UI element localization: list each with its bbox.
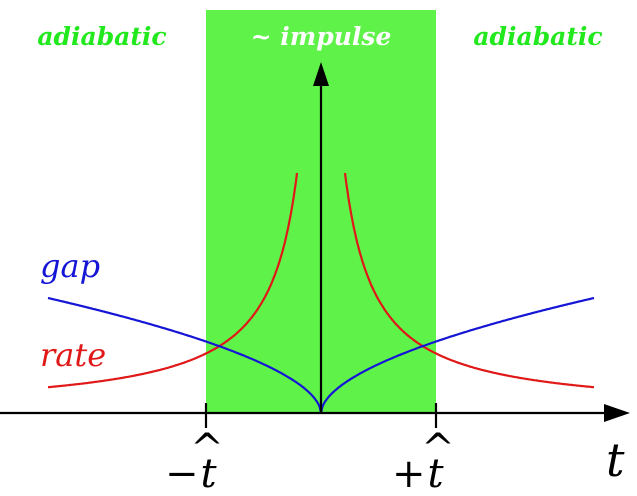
gap-curve-left bbox=[47, 296, 323, 414]
vertical-axis-arrowhead bbox=[313, 62, 329, 86]
impulse-label: ~ impulse bbox=[251, 22, 392, 51]
tick-accent-minus: ^ bbox=[190, 426, 224, 472]
gap-curve-right bbox=[319, 296, 595, 414]
rate-curve-right bbox=[343, 172, 595, 389]
rate-label: rate bbox=[40, 336, 106, 374]
tick-label-plus: +t bbox=[392, 451, 445, 496]
time-axis-label: t bbox=[606, 433, 625, 487]
tick-accent-plus: ^ bbox=[421, 426, 455, 472]
adiabatic-left-label: adiabatic bbox=[37, 22, 166, 51]
adiabatic-right-label: adiabatic bbox=[473, 22, 602, 51]
gap-label: gap bbox=[40, 247, 100, 285]
tick-label-minus: −t bbox=[165, 451, 218, 496]
time-axis-arrowhead bbox=[604, 404, 630, 422]
rate-curve-left bbox=[47, 172, 299, 389]
